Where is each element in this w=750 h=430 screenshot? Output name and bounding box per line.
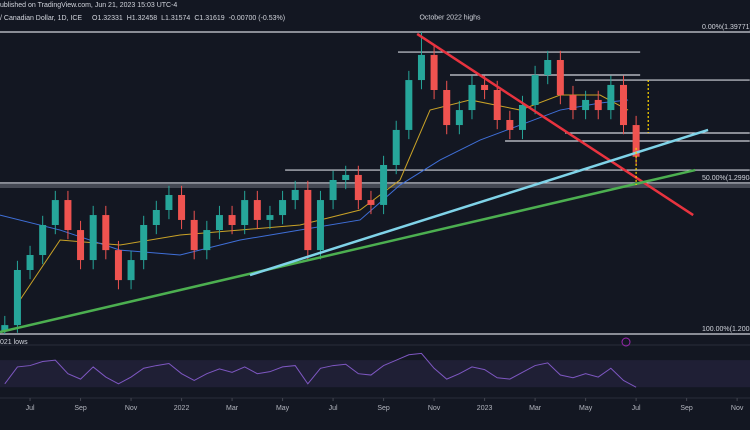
x-tick-label: Jul	[26, 405, 35, 412]
trendline	[249, 128, 709, 277]
x-tick-label: Nov	[731, 405, 744, 412]
candle-body	[518, 105, 526, 130]
published: ublished on TradingView.com, Jun 21, 202…	[0, 2, 177, 9]
candle-body	[26, 255, 34, 270]
zone	[0, 183, 750, 188]
trendline	[0, 168, 696, 334]
candle-body	[367, 200, 375, 205]
x-tick-label: Sep	[74, 405, 87, 412]
candle-body	[405, 80, 413, 130]
candle-body	[632, 125, 640, 157]
candle-body	[619, 84, 627, 126]
x-tick-label: Sep	[680, 405, 693, 412]
x-tick-label: 2022	[174, 405, 190, 412]
candle-body	[77, 230, 85, 261]
moving-average	[19, 94, 629, 301]
candle-body	[190, 219, 198, 251]
candle-body	[203, 230, 211, 251]
candle-body	[544, 60, 552, 75]
x-tick-label: 2023	[477, 405, 493, 412]
candle-body	[329, 180, 337, 201]
x-tick-label: Nov	[428, 405, 441, 412]
candle-body	[102, 215, 110, 251]
candle-body	[64, 200, 72, 231]
candle-body	[594, 99, 602, 111]
ohlc-legend: O1.32331 H1.32458 L1.31574 C1.31619 -0.00700…	[92, 15, 285, 22]
candle-body	[430, 54, 438, 90]
candle-body	[152, 210, 160, 225]
candle-body	[178, 195, 186, 220]
candle-body	[316, 200, 324, 251]
candle-body	[582, 99, 590, 111]
x-axis: Jul Sep Nov 2022 Mar May Jul Sep Nov 2023 Mar May Ju…	[26, 398, 744, 412]
candle-body	[165, 195, 173, 210]
candle-body	[380, 165, 388, 205]
x-tick-label: Nov	[125, 405, 138, 412]
candle-body	[215, 215, 223, 231]
candle-body	[266, 215, 274, 220]
candle-body	[140, 225, 148, 261]
candle-body	[279, 200, 287, 216]
candle-body	[443, 90, 451, 126]
event-icon	[621, 337, 631, 347]
candle-body	[13, 270, 21, 326]
candle-body	[607, 84, 615, 111]
candle-body	[291, 189, 299, 201]
fib-label: 0.00%(1.39771)	[702, 24, 750, 31]
x-tick-label: May	[579, 405, 593, 412]
ohlc-value: H1.32458	[127, 15, 157, 22]
rsi-line	[4, 352, 637, 388]
candle-body	[127, 260, 135, 281]
candle-body	[481, 84, 489, 90]
fib-label: 100.00%(1.20037)	[702, 326, 750, 333]
candle-body	[569, 95, 577, 111]
ohlc-value: O1.32331	[92, 15, 123, 22]
candle-body	[39, 225, 47, 255]
trendline	[416, 32, 694, 217]
candle-body	[506, 120, 514, 130]
x-tick-label: Jul	[632, 405, 641, 412]
candle-body	[51, 200, 59, 225]
x-tick-label: Mar	[529, 405, 542, 412]
candle-body	[468, 84, 476, 111]
candle-body	[342, 174, 350, 180]
candle-body	[556, 60, 564, 96]
rsi-band	[0, 360, 750, 388]
candle-body	[531, 75, 539, 105]
fib-label: 50.00%(1.29904)	[702, 175, 750, 182]
moving-average	[0, 99, 629, 256]
candle-body	[493, 90, 501, 120]
x-tick-label: Mar	[226, 405, 239, 412]
symbol: / Canadian Dollar, 1D, ICE	[0, 15, 82, 22]
candle-body	[392, 129, 400, 165]
candle-body	[114, 250, 122, 281]
annotation: October 2022 highs	[419, 15, 481, 22]
annotation: 021 lows	[0, 339, 28, 346]
x-tick-label: May	[276, 405, 290, 412]
ohlc-value: C1.31619	[194, 15, 224, 22]
candle-body	[1, 325, 9, 332]
ohlc-value: L1.31574	[161, 15, 190, 22]
candle-body	[354, 174, 362, 201]
candle-body	[455, 110, 463, 126]
ohlc-value: -0.00700 (-0.53%)	[229, 15, 285, 22]
candle-body	[253, 200, 261, 220]
candle-body	[417, 54, 425, 81]
candle-body	[228, 215, 236, 225]
candle-body	[241, 200, 249, 225]
candle-body	[304, 189, 312, 251]
x-tick-label: Jul	[329, 405, 338, 412]
x-tick-label: Sep	[377, 405, 390, 412]
candle-body	[89, 215, 97, 261]
